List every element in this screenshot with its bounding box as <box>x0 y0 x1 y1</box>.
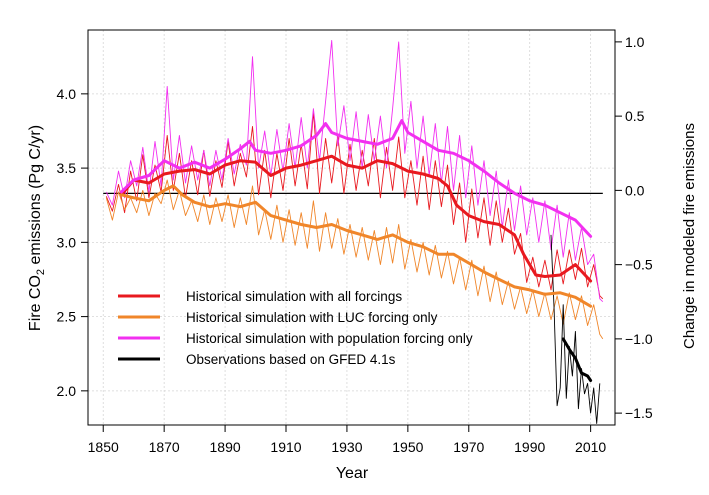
x-tick-label: 2010 <box>575 439 606 455</box>
legend-label: Observations based on GFED 4.1s <box>186 352 396 367</box>
y-left-tick-label: 3.0 <box>57 234 77 250</box>
gridlines <box>88 30 615 425</box>
x-tick-label: 1890 <box>210 439 241 455</box>
x-tick-label: 1990 <box>514 439 545 455</box>
legend-label: Historical simulation with population fo… <box>186 331 473 346</box>
y-right-tick-label: −1.5 <box>625 405 653 421</box>
y-left-tick-label: 2.0 <box>57 383 77 399</box>
series-4-smoothed-line <box>561 337 593 382</box>
legend-label: Historical simulation with all forcings <box>186 289 402 304</box>
y-left-tick-label: 3.5 <box>57 160 77 176</box>
series-3-smoothed-line <box>120 119 593 238</box>
y-right-tick-label: 1.0 <box>625 34 645 50</box>
x-tick-label: 1930 <box>331 439 362 455</box>
x-tick-label: 1850 <box>88 439 119 455</box>
x-tick-label: 1910 <box>270 439 301 455</box>
series-2-smoothed-line <box>120 184 593 308</box>
x-tick-label: 1870 <box>149 439 180 455</box>
y-right-tick-label: −0.5 <box>625 257 653 273</box>
axes: 1850 1870 1890 1910 1930 1950 1970 1990 2010 2.0 2… <box>57 34 653 455</box>
series-1-smoothed-line <box>120 154 593 283</box>
series-layer <box>105 39 604 424</box>
series-4-annual-line <box>550 234 601 424</box>
legend-label: Historical simulation with LUC forcing o… <box>186 310 438 325</box>
series-2-annual-line <box>105 179 604 340</box>
series-3-annual-line <box>105 39 604 303</box>
y-axis-label-right: Change in modeled fire emissions <box>681 123 698 349</box>
y-right-tick-label: 0.0 <box>625 182 645 198</box>
y-axis-label-left: Fire CO2 emissions (Pg C/yr) <box>27 125 47 331</box>
x-tick-label: 1970 <box>453 439 484 455</box>
legend: Historical simulation with all forcings H… <box>118 289 473 367</box>
y-left-tick-label: 4.0 <box>57 86 77 102</box>
y-left-tick-label: 2.5 <box>57 309 77 325</box>
y-right-tick-label: −1.0 <box>625 331 653 347</box>
x-axis-label: Year <box>336 465 369 482</box>
y-right-tick-label: 0.5 <box>625 108 645 124</box>
plot-frame <box>87 29 616 426</box>
x-tick-label: 1950 <box>392 439 423 455</box>
